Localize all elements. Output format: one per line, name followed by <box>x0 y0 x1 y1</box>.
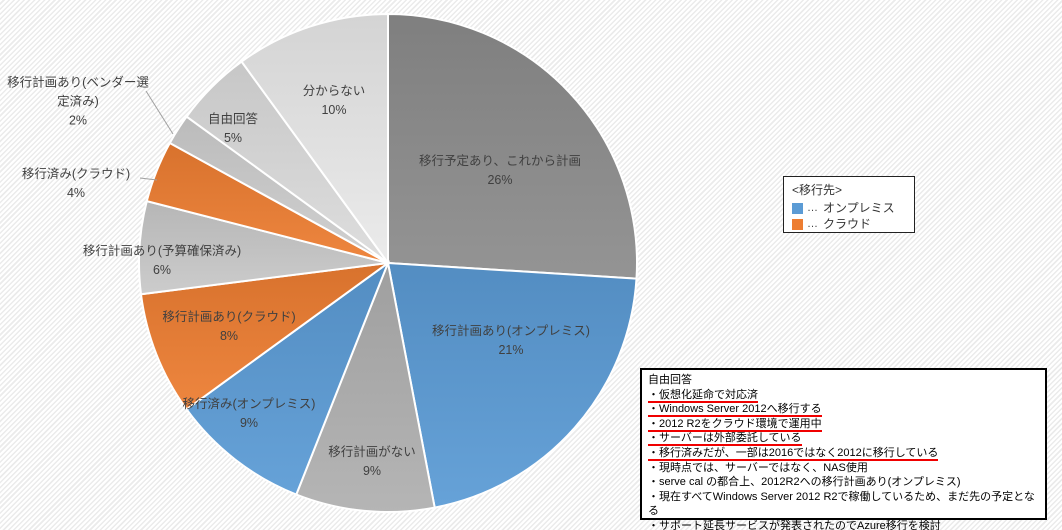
free-answer-text-underlined: ・サーバーは外部委託している <box>648 432 802 447</box>
free-answer-text-underlined: ・2012 R2をクラウド環境で運用中 <box>648 417 822 432</box>
legend-item[interactable]: … オンプレミス <box>792 201 906 216</box>
free-answer-item: ・serve cal の都合上、2012R2への移行計画あり(オンプレミス) <box>648 475 1039 490</box>
free-answer-list: ・仮想化延命で対応済 ・Windows Server 2012へ移行する ・2012… <box>648 388 1039 530</box>
legend-swatch-icon <box>792 203 803 214</box>
pie-slice[interactable] <box>387 12 638 280</box>
legend-item-label: オンプレミス <box>823 201 895 215</box>
legend[interactable]: <移行先> … オンプレミス … クラウド <box>783 176 915 233</box>
label-leader-line <box>145 90 174 135</box>
free-answer-item: ・仮想化延命で対応済 <box>648 388 1039 403</box>
free-answer-text: ・serve cal の都合上、2012R2への移行計画あり(オンプレミス) <box>648 476 961 489</box>
legend-items: … オンプレミス … クラウド <box>792 201 906 232</box>
free-answer-text: ・サポート延長サービスが発表されたのでAzure移行を検討 <box>648 519 941 530</box>
free-answer-text: ・現在すべてWindows Server 2012 R2で稼働しているため、まだ… <box>648 490 1035 518</box>
legend-item[interactable]: … クラウド <box>792 217 906 232</box>
pie-slice[interactable] <box>139 262 389 411</box>
legend-ellipsis: … <box>807 218 818 230</box>
free-answer-text-underlined: ・Windows Server 2012へ移行する <box>648 403 822 418</box>
free-answer-text: ・現時点では、サーバーではなく、NAS使用 <box>648 461 868 474</box>
free-answer-item: ・移行済みだが、一部は2016ではなく2012に移行している <box>648 446 1039 461</box>
pie-slice[interactable] <box>295 259 436 513</box>
free-answer-text-underlined: ・仮想化延命で対応済 <box>648 388 758 403</box>
legend-item-label: クラウド <box>823 217 872 231</box>
free-answer-text-underlined: ・移行済みだが、一部は2016ではなく2012に移行している <box>648 446 939 461</box>
free-answer-item: ・サポート延長サービスが発表されたのでAzure移行を検討 <box>648 519 1039 530</box>
free-answer-item: ・現在すべてWindows Server 2012 R2で稼働しているため、まだ… <box>648 490 1039 519</box>
legend-title: <移行先> <box>792 183 843 197</box>
pie-slice[interactable] <box>386 261 638 509</box>
pie-slice[interactable] <box>185 260 391 496</box>
free-answer-item: ・2012 R2をクラウド環境で運用中 <box>648 417 1039 432</box>
legend-ellipsis: … <box>807 202 818 214</box>
free-answer-item: ・Windows Server 2012へ移行する <box>648 402 1039 418</box>
free-answer-box[interactable]: 自由回答 ・仮想化延命で対応済 ・Windows Server 2012へ移行する… <box>640 368 1047 530</box>
free-answer-item: ・サーバーは外部委託している <box>648 431 1039 447</box>
label-leader-line <box>139 177 158 181</box>
legend-swatch-icon <box>792 219 803 230</box>
free-answer-item: ・現時点では、サーバーではなく、NAS使用 <box>648 461 1039 476</box>
free-answer-title: 自由回答 <box>648 374 692 386</box>
pie-slice[interactable] <box>240 12 389 267</box>
